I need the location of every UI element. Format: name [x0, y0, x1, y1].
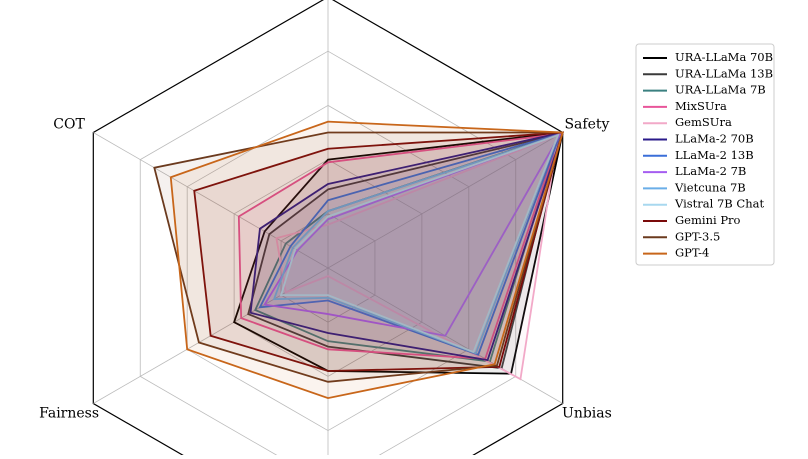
- axis-label: COT: [53, 117, 85, 133]
- series-area: [255, 133, 561, 362]
- legend-label: Gemini Pro: [675, 213, 741, 227]
- legend-label: MixSUra: [675, 99, 727, 113]
- legend-label: LLaMa-2 70B: [675, 132, 754, 146]
- legend-label: Vistral 7B Chat: [674, 197, 764, 211]
- legend-label: URA-LLaMa 13B: [675, 66, 773, 80]
- series-area: [170, 121, 563, 399]
- axis-label: Safety: [564, 117, 609, 133]
- series-area: [234, 132, 563, 374]
- legend-label: LLaMa-2 13B: [675, 148, 754, 162]
- legend-label: LLaMa-2 7B: [675, 164, 746, 178]
- series-area: [248, 133, 561, 369]
- legend-label: URA-LLaMa 7B: [675, 83, 766, 97]
- axis-label: Unbias: [562, 406, 612, 422]
- legend-label: URA-LLaMa 70B: [675, 50, 773, 64]
- legend-box: [635, 43, 775, 266]
- series-line: [263, 132, 563, 337]
- legend-label: GPT-4: [675, 246, 709, 260]
- series-line: [169, 120, 564, 400]
- series-area: [194, 132, 563, 371]
- legend-label: GPT-3.5: [675, 229, 720, 243]
- axis-label: Fairness: [39, 406, 99, 422]
- series-area: [264, 133, 561, 336]
- series-line: [279, 133, 560, 354]
- series-area: [154, 132, 563, 382]
- series-area: [250, 132, 563, 361]
- series-area: [281, 135, 558, 353]
- series-area: [274, 135, 558, 354]
- spoke: [93, 132, 329, 269]
- legend-label: GemSUra: [675, 115, 732, 129]
- legend-label: Vietcuna 7B: [674, 180, 746, 194]
- spoke: [327, 132, 563, 269]
